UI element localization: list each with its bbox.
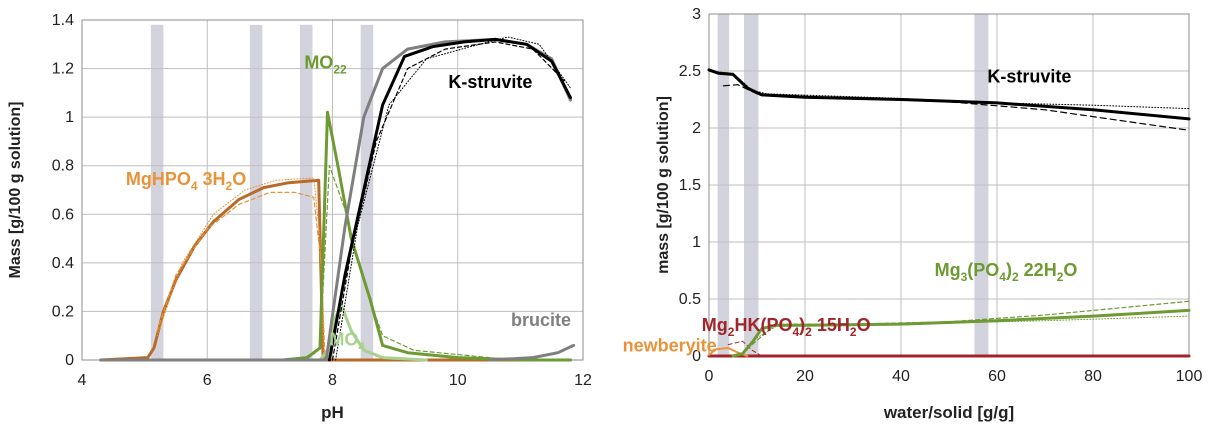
x-axis-title: water/solid [g/g] (883, 403, 1014, 422)
series-line-2 (156, 177, 325, 361)
y-tick-label: 1 (692, 234, 701, 251)
x-tick-label: 6 (203, 372, 212, 389)
series-line-0 (99, 178, 572, 362)
band-0 (150, 24, 164, 360)
series-line-1 (156, 191, 326, 361)
series-line-10 (335, 36, 571, 361)
x-tick-label: 8 (328, 372, 337, 389)
y-tick-label: 0 (65, 352, 74, 369)
series-label: Mg3(PO4)2 22H2O (935, 260, 1078, 284)
x-tick-label: 10 (449, 372, 467, 389)
y-tick-label: 0.8 (52, 158, 74, 175)
y-tick-label: 0.6 (52, 206, 74, 223)
x-tick-label: 80 (1084, 368, 1102, 385)
x-tick-label: 100 (1176, 368, 1203, 385)
y-tick-label: 3 (692, 6, 701, 23)
x-tick-label: 60 (988, 368, 1006, 385)
series-label: K-struvite (448, 72, 532, 92)
series-line-3 (731, 308, 1191, 358)
series-line-6 (707, 68, 1191, 121)
y-tick-label: 0.2 (52, 303, 74, 320)
series-line-9 (331, 41, 565, 361)
x-tick-label: 40 (892, 368, 910, 385)
y-tick-label: 0.4 (52, 255, 74, 272)
y-tick-label: 1.4 (52, 12, 74, 29)
y-tick-label: 1.2 (52, 61, 74, 78)
series-label: brucite (511, 310, 571, 330)
series-label: newberyite (623, 335, 717, 355)
series-line-7 (487, 343, 576, 362)
series-line-8 (327, 37, 572, 362)
series-label: MgHPO4 3H2O (126, 169, 246, 193)
x-axis-title: pH (321, 403, 344, 422)
series-line-4 (280, 110, 572, 362)
series-line-4 (751, 300, 1190, 346)
series-line-5 (756, 315, 1190, 339)
y-axis-title: mass [g/100 g solution] (655, 96, 672, 274)
x-tick-label: 20 (796, 368, 814, 385)
band-2 (299, 24, 313, 360)
x-tick-label: 0 (705, 368, 714, 385)
y-tick-label: 0.5 (679, 291, 701, 308)
series-line-7 (722, 84, 1190, 131)
y-axis-title: Mass [g/100 g solution] (7, 102, 24, 279)
y-tick-label: 1 (65, 109, 74, 126)
chart-panel-ws: 0 0.5 1 1.5 2 2.5 3 0 20 40 60 80 100 K-struvite Mg3(P… (623, 6, 1203, 422)
chart-panel-ph: 0 0.2 0.4 0.6 0.8 1 1.2 1.4 4 6 8 10 12 MgHPO4 3H2O MO… (7, 12, 592, 422)
series-line-8 (708, 70, 1190, 110)
series-label: Mg2HK(PO4)2 15H2O (702, 315, 871, 339)
series-label: MO4 (329, 329, 365, 353)
x-tick-label: 12 (574, 372, 592, 389)
series-line-5 (300, 165, 490, 361)
y-tick-label: 1.5 (679, 177, 701, 194)
y-tick-label: 2 (692, 120, 701, 137)
series-label: K-struvite (987, 66, 1071, 86)
y-tick-label: 0 (692, 348, 701, 365)
y-tick-label: 2.5 (679, 63, 701, 80)
x-tick-label: 4 (78, 372, 87, 389)
series-label: MO22 (304, 53, 347, 77)
series-line-3 (318, 305, 428, 362)
